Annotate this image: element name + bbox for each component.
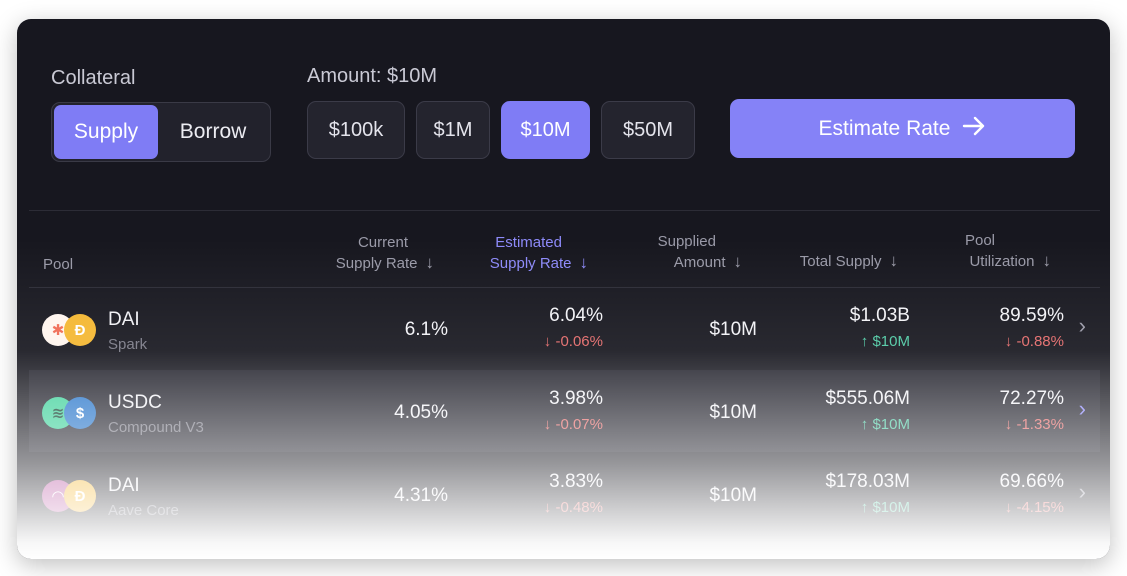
pool-asset: DAI — [108, 475, 140, 496]
usdc-icon: $ — [64, 397, 96, 429]
utilization-delta: ↓ -0.88% — [1004, 333, 1064, 350]
pool-utilization: 89.59% — [999, 305, 1064, 326]
amount-label: Amount: $10M — [307, 65, 438, 87]
column-header-pool-utilization[interactable]: Pool Utilization ↓ — [964, 232, 1052, 270]
estimated-rate: 3.83% — [549, 471, 603, 492]
utilization-delta: ↓ -4.15% — [1004, 499, 1064, 516]
supplied-amount: $10M — [709, 319, 757, 340]
total-supply-delta: ↑ $10M — [860, 499, 910, 516]
supplied-amount: $10M — [709, 485, 757, 506]
chevron-right-icon[interactable]: › — [1078, 313, 1086, 338]
dai-icon: Đ — [64, 314, 96, 346]
estimate-rate-label: Estimate Rate — [818, 116, 951, 140]
sort-arrow-icon: ↓ — [889, 251, 899, 270]
chevron-right-icon[interactable]: › — [1078, 479, 1086, 504]
pool-asset: USDC — [108, 392, 162, 413]
pool-protocol: Spark — [108, 336, 148, 353]
amount-option-10m[interactable]: $10M — [501, 101, 590, 159]
estimated-rate-delta: ↓ -0.06% — [543, 333, 603, 350]
pool-protocol: Aave Core — [108, 502, 179, 519]
sort-arrow-icon: ↓ — [1042, 251, 1052, 270]
pool-protocol: Compound V3 — [108, 419, 204, 436]
column-header-current-rate[interactable]: Current Supply Rate ↓ — [335, 234, 435, 272]
column-header-total-supply[interactable]: Total Supply ↓ — [799, 251, 899, 270]
amount-option-100k[interactable]: $100k — [307, 101, 405, 159]
total-supply-delta: ↑ $10M — [860, 333, 910, 350]
amount-option-1m[interactable]: $1M — [416, 101, 490, 159]
utilization-delta: ↓ -1.33% — [1004, 416, 1064, 433]
table-row[interactable]: ✱ Đ DAI Spark 6.1% 6.04% ↓ -0.06% $10M $… — [29, 287, 1100, 369]
table-row[interactable]: ◠ Đ DAI Aave Core 4.31% 3.83% ↓ -0.48% $… — [29, 453, 1100, 535]
supply-toggle-button[interactable]: Supply — [54, 105, 159, 159]
estimated-rate-delta: ↓ -0.07% — [543, 416, 603, 433]
header-divider — [29, 210, 1100, 211]
estimate-rate-button[interactable]: Estimate Rate — [730, 99, 1075, 158]
dai-icon: Đ — [64, 480, 96, 512]
column-header-estimated-rate[interactable]: Estimated Supply Rate ↓ — [489, 234, 589, 272]
pool-utilization: 72.27% — [999, 388, 1064, 409]
total-supply-delta: ↑ $10M — [860, 416, 910, 433]
chevron-right-icon[interactable]: › — [1078, 396, 1086, 421]
arrow-right-icon — [962, 116, 986, 142]
estimated-rate: 3.98% — [549, 388, 603, 409]
amount-option-50m[interactable]: $50M — [601, 101, 695, 159]
table-row[interactable]: ≋ $ USDC Compound V3 4.05% 3.98% ↓ -0.07… — [29, 370, 1100, 452]
borrow-toggle-button[interactable]: Borrow — [179, 120, 247, 143]
total-supply: $1.03B — [849, 305, 910, 326]
sort-arrow-icon: ↓ — [733, 252, 743, 271]
total-supply: $178.03M — [825, 471, 910, 492]
current-rate: 4.05% — [394, 402, 448, 423]
estimated-rate: 6.04% — [549, 305, 603, 326]
column-header-pool[interactable]: Pool — [43, 256, 74, 273]
estimated-rate-delta: ↓ -0.48% — [543, 499, 603, 516]
sort-arrow-icon: ↓ — [425, 253, 435, 272]
supplied-amount: $10M — [709, 402, 757, 423]
column-header-supplied-amount[interactable]: Supplied Amount ↓ — [657, 233, 743, 271]
pool-asset: DAI — [108, 309, 140, 330]
rate-estimator-card: Collateral Supply Borrow Amount: $10M $1… — [17, 19, 1110, 559]
current-rate: 4.31% — [394, 485, 448, 506]
current-rate: 6.1% — [404, 319, 448, 340]
collateral-toggle: Supply Borrow — [51, 102, 271, 162]
pool-utilization: 69.66% — [999, 471, 1064, 492]
sort-arrow-icon: ↓ — [579, 253, 589, 272]
total-supply: $555.06M — [825, 388, 910, 409]
collateral-label: Collateral — [51, 67, 136, 89]
